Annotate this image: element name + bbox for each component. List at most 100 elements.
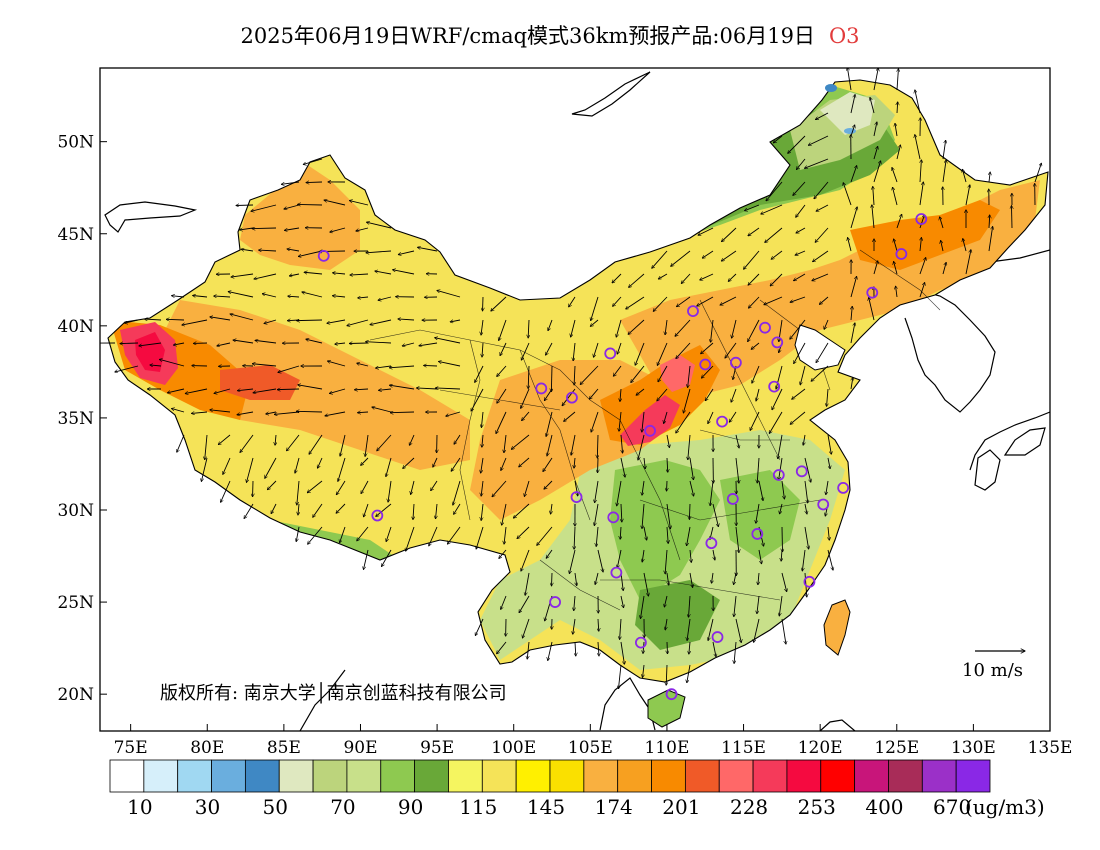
wind-vector [475, 618, 484, 636]
wind-vector [546, 549, 553, 558]
wind-vector [298, 204, 323, 205]
wind-vector [406, 526, 415, 551]
wind-vector [419, 342, 438, 346]
station-marker [566, 391, 578, 404]
wind-vector [447, 526, 461, 544]
wind-vector [221, 480, 231, 502]
wind-vector [700, 273, 714, 280]
wind-vector [389, 365, 415, 368]
wind-vector [381, 549, 392, 567]
lon-tick-label: 100E [491, 738, 536, 758]
colorbar-swatch [515, 759, 551, 793]
wind-vector [313, 503, 323, 517]
wind-vector [367, 222, 392, 229]
wind-vector [750, 411, 760, 430]
wind-vector [666, 503, 670, 529]
colorbar-swatch [786, 759, 822, 793]
wind-vector [501, 595, 507, 610]
wind-vector [919, 215, 925, 229]
station-marker [716, 415, 728, 428]
bohai-bay [794, 324, 846, 371]
wind-vector [751, 342, 760, 349]
title-text: 2025年06月19日WRF/cmaq模式36km预报产品:06月19日 [240, 24, 815, 48]
wind-vector [657, 342, 668, 365]
wind-vector [436, 503, 437, 519]
lon-tick-label: 90E [343, 738, 377, 758]
wind-vector [476, 526, 484, 549]
wind-vector [676, 411, 691, 433]
wind-vector [708, 618, 714, 641]
wind-vector [375, 271, 392, 275]
wind-vector [548, 641, 553, 661]
wind-vector [501, 457, 507, 471]
wind-vector [827, 549, 833, 570]
wind-vector [569, 549, 576, 574]
wind-vector [298, 385, 323, 390]
wind-vector [210, 317, 231, 321]
wind-vector [757, 595, 760, 614]
wind-vector [612, 273, 622, 283]
wind-vector [347, 319, 369, 326]
wind-vector [781, 549, 782, 561]
wind-vector [780, 503, 783, 514]
colorbar-label: 145 [526, 795, 566, 819]
wind-vector [264, 319, 277, 324]
station-marker [610, 566, 623, 579]
wind-vector [712, 641, 716, 657]
wind-vector [214, 388, 231, 393]
wind-vector [617, 480, 622, 506]
wind-vector [528, 365, 529, 389]
wind-vector [843, 183, 852, 206]
wind-vector [358, 297, 369, 298]
wind-vector [358, 412, 369, 413]
wind-vector [813, 250, 829, 262]
wind-vector [758, 480, 763, 501]
wind-vector [296, 411, 323, 412]
colorbar-swatch [651, 759, 686, 793]
wind-vector [613, 365, 622, 376]
lat-tick-label: 40N [57, 317, 94, 337]
station-marker [371, 509, 384, 522]
wind-vector [713, 549, 715, 560]
wind-vector [418, 247, 438, 252]
wind-vector [504, 434, 507, 453]
wind-vector [745, 204, 760, 211]
wind-vector [574, 595, 575, 611]
wind-vector [827, 388, 828, 406]
colorbar-swatch [752, 759, 788, 793]
wind-vector [697, 296, 714, 306]
wind-vector [591, 411, 599, 432]
wind-vector [748, 273, 760, 285]
wind-vector [869, 297, 875, 321]
wind-vector [689, 503, 690, 519]
wind-vector [687, 618, 691, 641]
wind-vector [847, 68, 852, 91]
colorbar-label: 115 [459, 795, 498, 819]
wind-vector [620, 618, 621, 639]
wind-vector [870, 97, 875, 114]
colorbar-swatch [820, 759, 856, 793]
wind-vector [804, 158, 829, 168]
wind-vector [481, 503, 484, 520]
wind-vector [230, 314, 254, 321]
wind-vector [201, 457, 208, 481]
wind-vector [989, 215, 990, 229]
colorbar-swatch [888, 759, 923, 793]
station-marker [634, 636, 647, 649]
wind-vector [236, 205, 254, 206]
wind-vector [288, 296, 300, 297]
station-marker [803, 575, 816, 588]
wind-vector [897, 69, 898, 91]
wind-vector [621, 434, 623, 453]
wind-vector [537, 526, 553, 545]
wind-vector [278, 365, 300, 372]
wind-vector [748, 296, 760, 308]
colorbar-label: 400 [865, 795, 904, 819]
wind-vector [658, 273, 668, 279]
wind-vector [848, 238, 852, 252]
colorbar-swatch [921, 759, 957, 793]
wind-vector [765, 227, 783, 243]
colorbar-label: 50 [262, 795, 288, 819]
map-frame [99, 67, 1051, 732]
wind-vector [357, 526, 369, 541]
